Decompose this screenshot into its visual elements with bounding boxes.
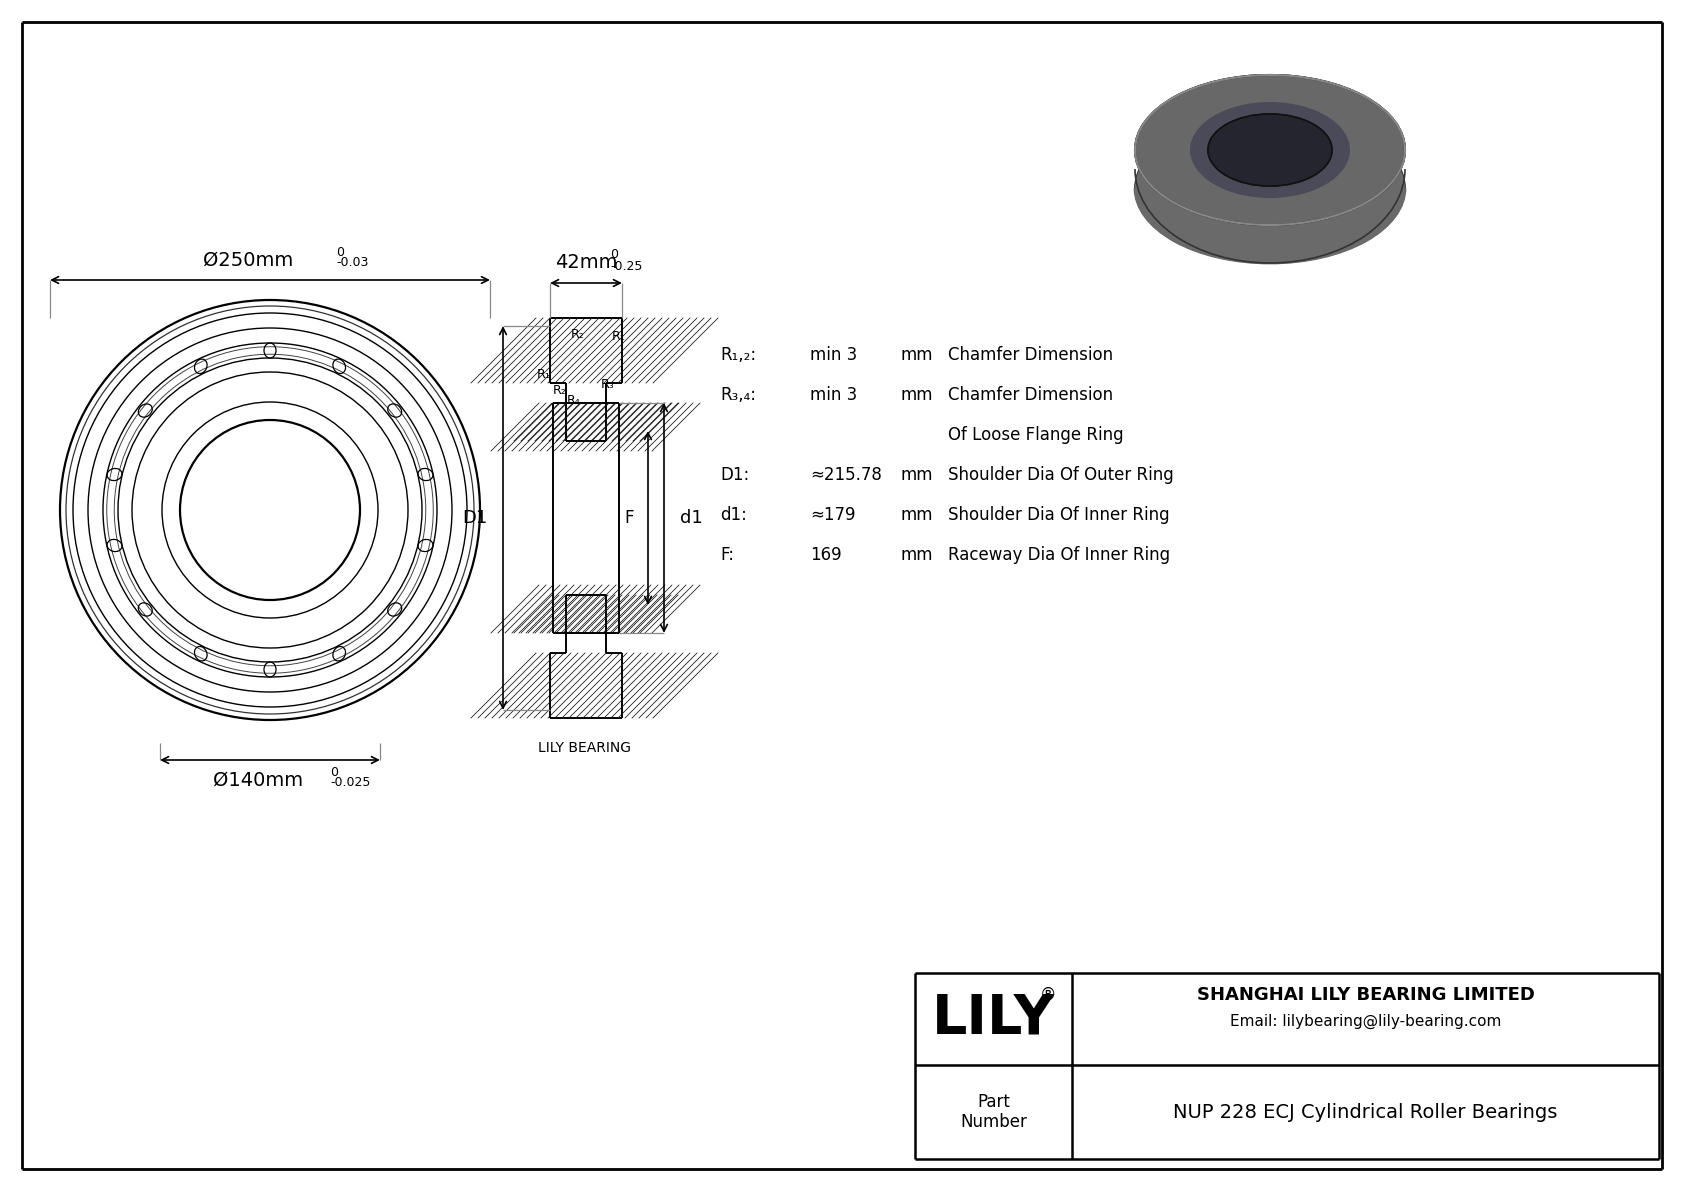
Text: d1: d1	[680, 509, 702, 526]
Text: SHANGHAI LILY BEARING LIMITED: SHANGHAI LILY BEARING LIMITED	[1197, 986, 1534, 1004]
Text: D1:: D1:	[721, 466, 749, 484]
Text: R₂: R₂	[571, 329, 584, 342]
Text: R₁: R₁	[611, 330, 626, 343]
Text: mm: mm	[899, 545, 933, 565]
Text: min 3: min 3	[810, 347, 857, 364]
Text: LILY: LILY	[931, 992, 1054, 1046]
Text: R₂: R₂	[552, 385, 568, 398]
Ellipse shape	[1207, 114, 1332, 186]
Text: 0: 0	[610, 249, 618, 262]
Text: Email: lilybearing@lily-bearing.com: Email: lilybearing@lily-bearing.com	[1229, 1014, 1500, 1029]
Text: LILY BEARING: LILY BEARING	[539, 741, 632, 755]
Text: NUP 228 ECJ Cylindrical Roller Bearings: NUP 228 ECJ Cylindrical Roller Bearings	[1174, 1103, 1558, 1122]
Ellipse shape	[1135, 75, 1404, 225]
Text: R₁: R₁	[537, 368, 551, 381]
Text: R₁,₂:: R₁,₂:	[721, 347, 756, 364]
Text: ≈179: ≈179	[810, 506, 855, 524]
Text: Chamfer Dimension: Chamfer Dimension	[948, 386, 1113, 404]
Text: ®: ®	[1041, 986, 1058, 1004]
Text: R₃: R₃	[601, 379, 615, 392]
Bar	[552, 585, 620, 632]
Text: 42mm: 42mm	[554, 254, 618, 273]
Bar	[566, 403, 606, 441]
Text: 169: 169	[810, 545, 842, 565]
Text: -0.025: -0.025	[330, 777, 370, 790]
Text: Ø250mm: Ø250mm	[202, 250, 293, 269]
Text: -0.25: -0.25	[610, 261, 642, 274]
Ellipse shape	[1135, 113, 1404, 263]
Text: 0: 0	[330, 766, 338, 779]
Text: F: F	[625, 509, 633, 526]
Text: d1:: d1:	[721, 506, 748, 524]
Bar	[566, 596, 606, 632]
Text: Part
Number: Part Number	[960, 1092, 1027, 1131]
Bar	[551, 653, 621, 718]
Text: Shoulder Dia Of Outer Ring: Shoulder Dia Of Outer Ring	[948, 466, 1174, 484]
Text: min 3: min 3	[810, 386, 857, 404]
Text: mm: mm	[899, 347, 933, 364]
Text: Ø140mm: Ø140mm	[212, 771, 303, 790]
Ellipse shape	[1135, 75, 1404, 225]
Text: mm: mm	[899, 466, 933, 484]
Text: F:: F:	[721, 545, 734, 565]
Ellipse shape	[1135, 113, 1404, 263]
Bar	[551, 318, 621, 384]
Text: R₃,₄:: R₃,₄:	[721, 386, 756, 404]
Text: R₄: R₄	[568, 394, 581, 407]
Bar	[552, 403, 620, 451]
Ellipse shape	[1191, 102, 1351, 198]
Text: -0.03: -0.03	[337, 256, 369, 269]
Text: 0: 0	[337, 245, 344, 258]
Ellipse shape	[1207, 114, 1332, 186]
Text: Raceway Dia Of Inner Ring: Raceway Dia Of Inner Ring	[948, 545, 1170, 565]
Text: Chamfer Dimension: Chamfer Dimension	[948, 347, 1113, 364]
Text: D1: D1	[461, 509, 487, 526]
Text: ≈215.78: ≈215.78	[810, 466, 882, 484]
Text: Of Loose Flange Ring: Of Loose Flange Ring	[948, 426, 1123, 444]
Text: mm: mm	[899, 506, 933, 524]
Text: Shoulder Dia Of Inner Ring: Shoulder Dia Of Inner Ring	[948, 506, 1170, 524]
Ellipse shape	[1207, 114, 1332, 186]
Text: mm: mm	[899, 386, 933, 404]
